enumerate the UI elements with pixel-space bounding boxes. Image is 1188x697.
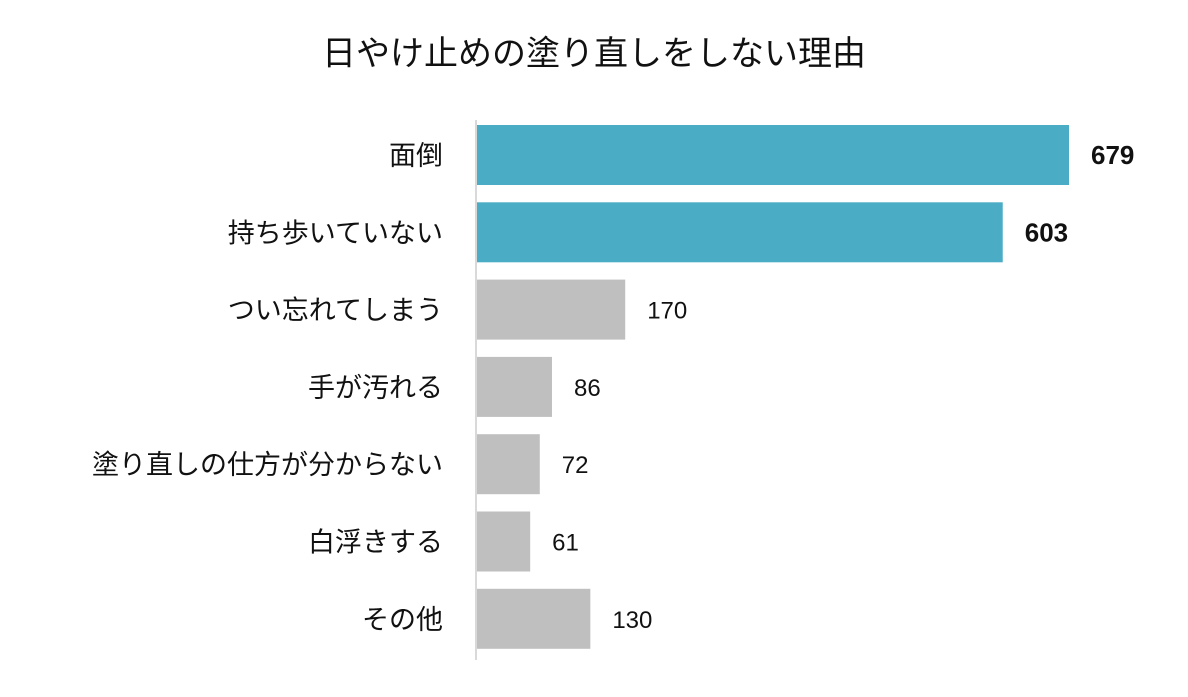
category-label: 白浮きする bbox=[308, 528, 443, 559]
value-label: 170 bbox=[647, 298, 687, 325]
value-label: 72 bbox=[562, 452, 589, 479]
category-label: 手が汚れる bbox=[308, 373, 443, 404]
bars-layer bbox=[477, 125, 1069, 649]
category-label: 持ち歩いていない bbox=[228, 218, 443, 249]
bar-1 bbox=[477, 202, 1003, 263]
labels-layer: 面倒 679 持ち歩いていない 603 つい忘れてしまう 170 手が汚れる 86 塗り直しの仕… bbox=[92, 140, 1134, 636]
bar-0 bbox=[477, 125, 1069, 185]
bar-4 bbox=[477, 434, 540, 495]
bar-6 bbox=[477, 588, 591, 649]
category-label: 面倒 bbox=[389, 141, 443, 172]
value-label: 86 bbox=[574, 375, 601, 402]
value-label: 603 bbox=[1025, 217, 1068, 247]
value-label: 679 bbox=[1091, 140, 1134, 170]
category-label: 塗り直しの仕方が分からない bbox=[92, 450, 443, 481]
bar-2 bbox=[477, 279, 626, 340]
value-label: 130 bbox=[612, 607, 652, 634]
bar-5 bbox=[477, 511, 531, 572]
category-label: その他 bbox=[362, 605, 443, 636]
chart-title: 日やけ止めの塗り直しをしない理由 bbox=[322, 34, 866, 74]
value-label: 61 bbox=[552, 530, 579, 557]
category-label: つい忘れてしまう bbox=[228, 296, 443, 327]
bar-3 bbox=[477, 356, 552, 417]
